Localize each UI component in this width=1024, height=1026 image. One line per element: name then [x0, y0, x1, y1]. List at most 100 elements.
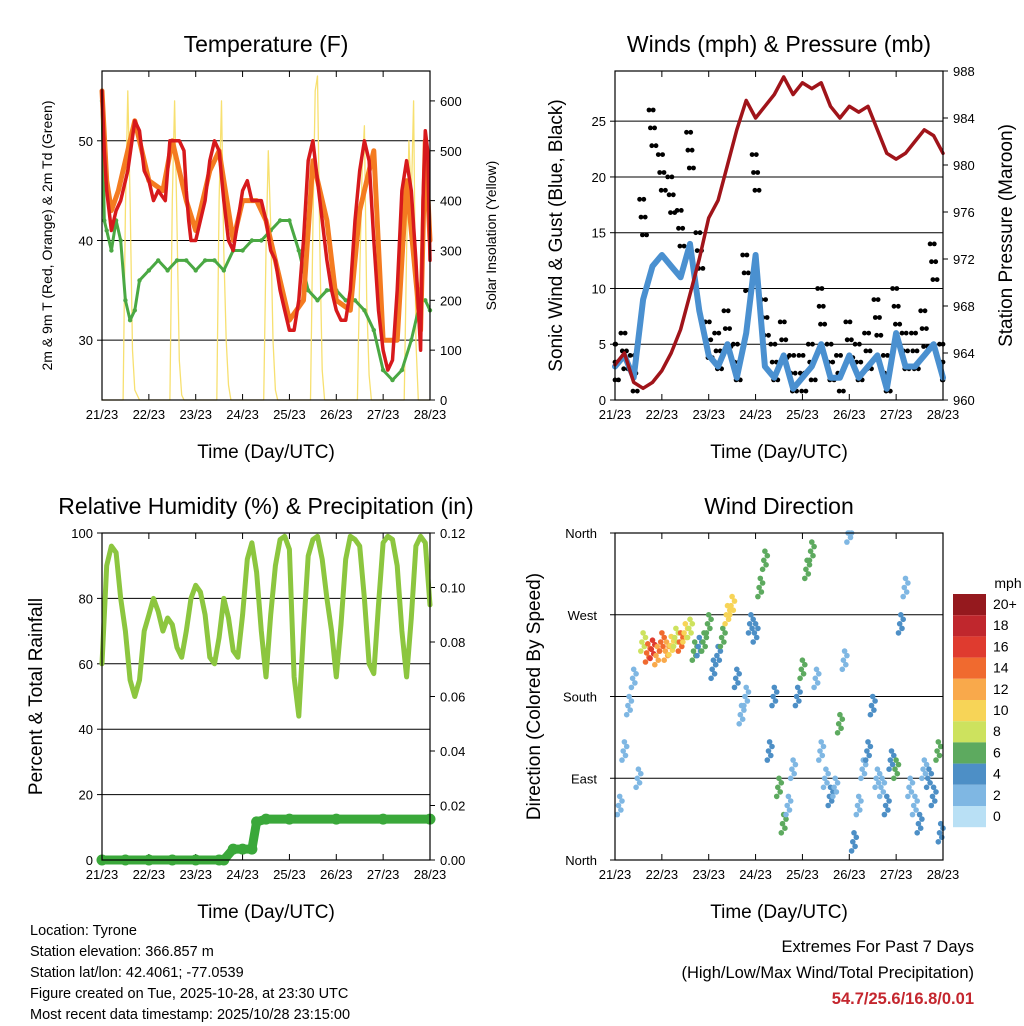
gust-point — [819, 286, 825, 291]
direction-point — [888, 748, 895, 754]
x-tick-label: 21/23 — [599, 407, 632, 422]
direction-point — [854, 802, 861, 809]
gust-point — [669, 174, 675, 180]
direction-point — [628, 698, 635, 704]
gust-point — [693, 230, 699, 236]
direction-point — [838, 725, 844, 732]
y2-tick-label: 200 — [440, 293, 462, 308]
direction-point — [779, 820, 786, 827]
y-tick-label: West — [568, 608, 598, 623]
direction-point — [797, 675, 803, 682]
y2-tick-label: 964 — [953, 346, 975, 361]
x-tick-label: 22/23 — [646, 407, 679, 422]
colorbar-swatch — [953, 594, 986, 616]
direction-point — [929, 793, 936, 800]
x-tick-label: 22/23 — [133, 407, 166, 422]
direction-point — [908, 789, 915, 795]
direction-point — [755, 593, 761, 600]
gust-point — [808, 377, 814, 383]
y2-tick-label: 0.00 — [440, 853, 465, 868]
direction-point — [825, 770, 831, 777]
direction-point — [625, 702, 631, 709]
direction-point — [657, 639, 664, 645]
direction-point — [737, 711, 744, 718]
gust-point — [622, 330, 628, 336]
direction-point — [935, 739, 942, 745]
gust-point — [630, 388, 636, 394]
colorbar-label: 2 — [993, 787, 1001, 803]
direction-point — [833, 789, 840, 795]
gust-point — [766, 332, 771, 338]
y-tick-label: North — [565, 526, 597, 541]
direction-point — [893, 757, 899, 763]
gust-point — [648, 125, 653, 131]
direction-point — [792, 761, 799, 768]
colorbar-swatch — [953, 806, 986, 828]
winds-y2label: Station Pressure (Maroon) — [996, 124, 1017, 347]
direction-point — [745, 630, 752, 636]
direction-point — [632, 680, 638, 686]
direction-point — [855, 793, 862, 800]
gust-point — [894, 286, 900, 291]
plot-frame — [614, 70, 944, 401]
direction-point — [898, 612, 904, 618]
direction-point — [661, 634, 667, 641]
direction-point — [841, 648, 848, 654]
direction-point — [802, 661, 808, 668]
direction-point — [817, 748, 823, 754]
y-tick-label: 40 — [79, 233, 93, 248]
direction-point — [645, 641, 651, 647]
direction-point — [661, 657, 667, 663]
dewpoint-point — [137, 278, 142, 283]
direction-point — [937, 820, 944, 827]
direction-point — [782, 825, 788, 831]
direction-point — [648, 646, 655, 653]
direction-point — [891, 752, 897, 759]
direction-point — [868, 702, 875, 709]
direction-point — [790, 757, 796, 763]
direction-point — [821, 775, 828, 782]
direction-point — [623, 711, 630, 718]
precip-point — [251, 816, 263, 828]
direction-point — [721, 639, 727, 645]
y2-tick-label: 500 — [440, 144, 462, 159]
colorbar-swatch — [953, 678, 986, 700]
direction-point — [857, 807, 863, 813]
direction-point — [703, 634, 710, 641]
direction-point — [682, 621, 689, 627]
y2-tick-label: 0.12 — [440, 526, 465, 541]
direction-point — [850, 839, 856, 845]
direction-point — [892, 766, 898, 772]
precip-point — [227, 843, 239, 855]
colorbar-swatch — [953, 700, 986, 722]
plot-frame — [101, 532, 431, 861]
direction-point — [919, 816, 925, 822]
gust-point — [914, 348, 920, 354]
direction-point — [628, 684, 635, 691]
y-tick-label: 0 — [599, 393, 606, 408]
solar-insolation-line — [101, 75, 431, 401]
direction-point — [630, 666, 637, 673]
precip-point — [283, 813, 295, 825]
gust-point — [847, 319, 853, 325]
gust-point — [782, 319, 787, 325]
temperature-y2label: Solar Insolation (Yellow) — [483, 161, 499, 311]
direction-point — [728, 602, 734, 609]
gust-point — [644, 232, 649, 238]
gust-point — [653, 143, 659, 149]
direction-point — [865, 739, 871, 745]
direction-point — [843, 661, 849, 668]
gust-point — [803, 388, 809, 394]
gust-point — [616, 377, 621, 383]
direction-point — [736, 671, 742, 677]
direction-point — [731, 684, 738, 691]
direction-point — [663, 639, 670, 645]
direction-point — [635, 766, 642, 772]
gust-point — [697, 230, 703, 236]
dewpoint-point — [249, 238, 255, 243]
gust-point — [713, 348, 719, 354]
gust-point — [866, 330, 872, 336]
gust-point — [741, 270, 747, 276]
humidity-xlabel: Time (Day/UTC) — [197, 902, 335, 923]
direction-point — [881, 811, 888, 818]
